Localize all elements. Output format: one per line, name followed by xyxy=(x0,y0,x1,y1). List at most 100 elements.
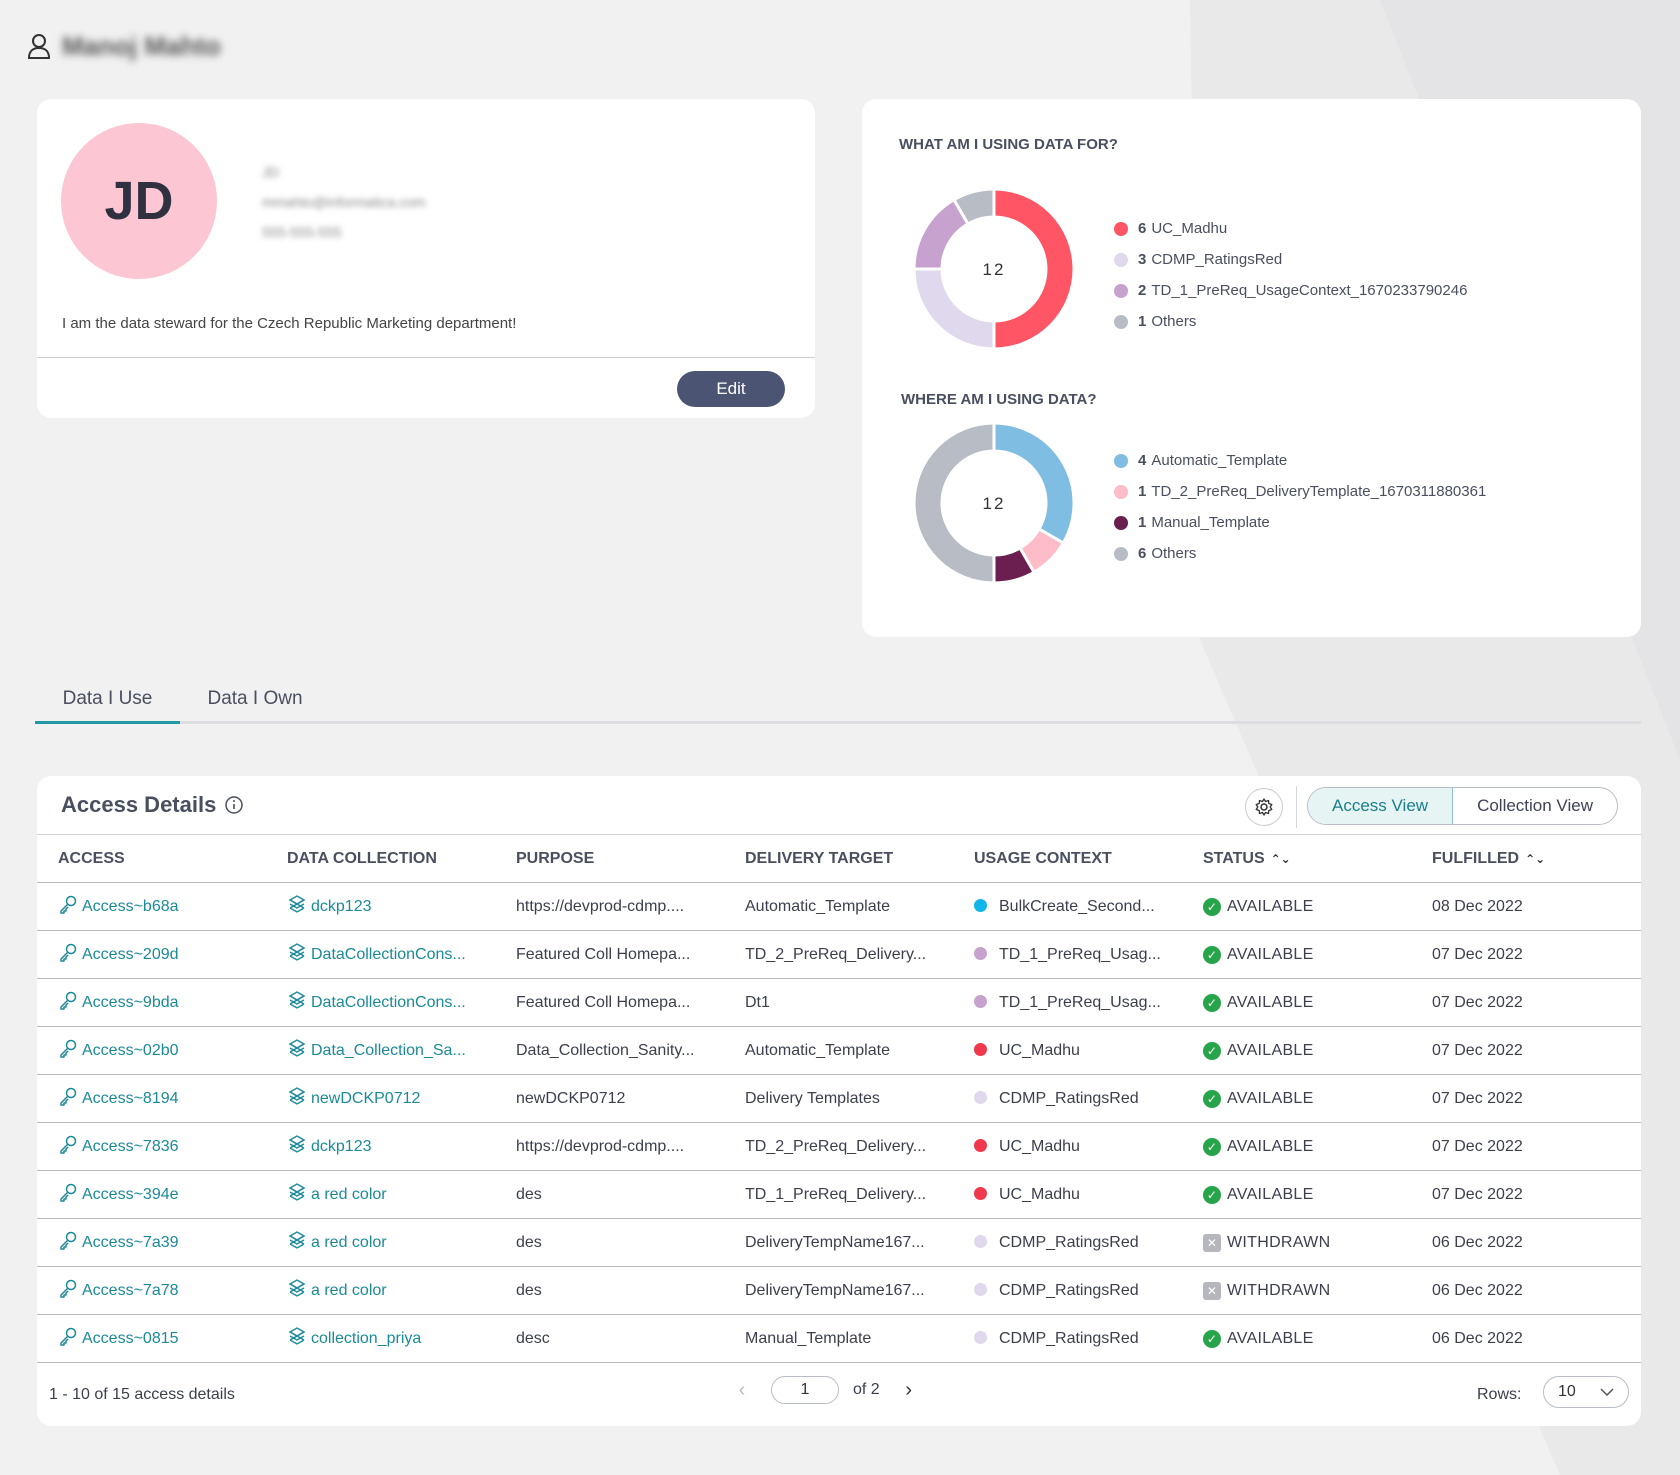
usage-context-dot-icon xyxy=(974,946,987,960)
collection-name: dckp123 xyxy=(311,897,372,915)
where-donut-chart: 12 xyxy=(912,421,1076,585)
access-link[interactable]: Access~0815 xyxy=(58,1326,179,1351)
collection-name: a red color xyxy=(311,1281,387,1299)
table-row[interactable]: Access~7836 dckp123 https://devprod-cdmp… xyxy=(37,1122,1641,1171)
legend-item[interactable]: 6 UC_Madhu xyxy=(1114,213,1467,244)
settings-button[interactable] xyxy=(1245,788,1283,826)
cell-status: ✓ AVAILABLE xyxy=(1182,1122,1411,1171)
access-link[interactable]: Access~b68a xyxy=(58,894,179,919)
collection-icon xyxy=(287,1230,307,1255)
table-row[interactable]: Access~b68a dckp123 https://devprod-cdmp… xyxy=(37,882,1641,931)
tab-data-i-use[interactable]: Data I Use xyxy=(35,688,180,724)
collection-link[interactable]: DataCollectionCons... xyxy=(287,990,466,1015)
check-circle-icon: ✓ xyxy=(1203,1089,1221,1108)
check-circle-icon: ✓ xyxy=(1203,1137,1221,1156)
legend-item[interactable]: 2 TD_1_PreReq_UsageContext_1670233790246 xyxy=(1114,275,1467,306)
table-row[interactable]: Access~8194 newDCKP0712 newDCKP0712 Deli… xyxy=(37,1074,1641,1123)
status-label: AVAILABLE xyxy=(1227,1089,1314,1107)
usage-context-dot-icon xyxy=(974,1186,987,1200)
cell-fulfilled: 08 Dec 2022 xyxy=(1411,882,1641,931)
column-header-access[interactable]: ACCESS xyxy=(37,834,266,883)
collection-icon xyxy=(287,1182,307,1207)
legend-value: 4 xyxy=(1138,452,1147,469)
legend-item[interactable]: 1 TD_2_PreReq_DeliveryTemplate_1670311880… xyxy=(1114,476,1486,507)
collection-icon xyxy=(287,1326,307,1351)
edit-button[interactable]: Edit xyxy=(677,371,785,407)
table-row[interactable]: Access~9bda DataCollectionCons... Featur… xyxy=(37,978,1641,1027)
sort-icon[interactable]: ⌃⌄ xyxy=(1525,851,1546,866)
collection-link[interactable]: newDCKP0712 xyxy=(287,1086,420,1111)
table-row[interactable]: Access~7a78 a red color des DeliveryTemp… xyxy=(37,1266,1641,1315)
chevron-right-icon[interactable]: › xyxy=(905,1378,913,1401)
key-icon xyxy=(58,1086,78,1111)
chevron-left-icon[interactable]: ‹ xyxy=(738,1378,746,1401)
cell-status: ✕ WITHDRAWN xyxy=(1182,1266,1411,1315)
column-header-delivery-target[interactable]: DELIVERY TARGET xyxy=(724,834,953,883)
table-row[interactable]: Access~394e a red color des TD_1_PreReq_… xyxy=(37,1170,1641,1219)
cell-access: Access~b68a xyxy=(37,882,266,931)
tab-data-i-own[interactable]: Data I Own xyxy=(207,688,303,709)
access-id: Access~0815 xyxy=(82,1329,179,1347)
donut-slice[interactable] xyxy=(992,187,1076,351)
collection-view-button[interactable]: Collection View xyxy=(1477,796,1593,815)
cell-usage-context: CDMP_RatingsRed xyxy=(953,1074,1182,1123)
collection-link[interactable]: a red color xyxy=(287,1278,387,1303)
access-link[interactable]: Access~7a78 xyxy=(58,1278,179,1303)
cell-data-collection: dckp123 xyxy=(266,882,495,931)
access-link[interactable]: Access~209d xyxy=(58,942,179,967)
collection-link[interactable]: dckp123 xyxy=(287,1134,372,1159)
donut-slice[interactable] xyxy=(912,267,996,351)
access-link[interactable]: Access~9bda xyxy=(58,990,179,1015)
profile-phone: 555-555-555 xyxy=(262,224,342,240)
table-row[interactable]: Access~02b0 Data_Collection_Sa... Data_C… xyxy=(37,1026,1641,1075)
legend-item[interactable]: 3 CDMP_RatingsRed xyxy=(1114,244,1467,275)
access-link[interactable]: Access~394e xyxy=(58,1182,179,1207)
collection-link[interactable]: a red color xyxy=(287,1182,387,1207)
table-row[interactable]: Access~209d DataCollectionCons... Featur… xyxy=(37,930,1641,979)
collection-link[interactable]: Data_Collection_Sa... xyxy=(287,1038,466,1063)
column-header-data-collection[interactable]: DATA COLLECTION xyxy=(266,834,495,883)
legend-value: 6 xyxy=(1138,545,1147,562)
collection-link[interactable]: a red color xyxy=(287,1230,387,1255)
key-icon xyxy=(58,1230,78,1255)
cell-status: ✓ AVAILABLE xyxy=(1182,1314,1411,1363)
legend-dot-icon xyxy=(1114,314,1128,329)
column-header-status[interactable]: STATUS ⌃⌄ xyxy=(1182,834,1411,883)
status-badge: ✓ AVAILABLE xyxy=(1203,1185,1314,1204)
table-row[interactable]: Access~7a39 a red color des DeliveryTemp… xyxy=(37,1218,1641,1267)
status-label: AVAILABLE xyxy=(1227,897,1314,915)
key-icon xyxy=(58,894,78,919)
access-view-button[interactable]: Access View xyxy=(1308,788,1454,824)
collection-link[interactable]: dckp123 xyxy=(287,894,372,919)
status-label: AVAILABLE xyxy=(1227,1329,1314,1347)
cell-status: ✓ AVAILABLE xyxy=(1182,1074,1411,1123)
donut-slice[interactable] xyxy=(992,421,1076,546)
cell-data-collection: a red color xyxy=(266,1266,495,1315)
access-link[interactable]: Access~8194 xyxy=(58,1086,179,1111)
cell-purpose: Data_Collection_Sanity... xyxy=(495,1026,724,1075)
access-link[interactable]: Access~7836 xyxy=(58,1134,179,1159)
page-number-input[interactable]: 1 xyxy=(771,1376,839,1404)
legend-item[interactable]: 1 Others xyxy=(1114,306,1467,337)
access-link[interactable]: Access~7a39 xyxy=(58,1230,179,1255)
table-row[interactable]: Access~0815 collection_priya desc Manual… xyxy=(37,1314,1641,1363)
collection-icon xyxy=(287,942,307,967)
access-details-card: Access Details Access View Collection Vi… xyxy=(37,776,1641,1426)
column-header-purpose[interactable]: PURPOSE xyxy=(495,834,724,883)
legend-item[interactable]: 4 Automatic_Template xyxy=(1114,445,1486,476)
legend-item[interactable]: 1 Manual_Template xyxy=(1114,507,1486,538)
sort-icon[interactable]: ⌃⌄ xyxy=(1270,851,1291,866)
legend-item[interactable]: 6 Others xyxy=(1114,538,1486,569)
info-icon[interactable] xyxy=(224,795,244,815)
rows-per-page-select[interactable]: 10 xyxy=(1543,1376,1629,1408)
donut-slice[interactable] xyxy=(912,421,996,585)
access-link[interactable]: Access~02b0 xyxy=(58,1038,179,1063)
check-circle-icon: ✓ xyxy=(1203,1185,1221,1204)
column-header-usage-context[interactable]: USAGE CONTEXT xyxy=(953,834,1182,883)
donut-slice[interactable] xyxy=(951,187,996,227)
usage-context-label: CDMP_RatingsRed xyxy=(999,1233,1139,1251)
column-header-fulfilled[interactable]: FULFILLED ⌃⌄ xyxy=(1411,834,1641,883)
collection-link[interactable]: DataCollectionCons... xyxy=(287,942,466,967)
collection-link[interactable]: collection_priya xyxy=(287,1326,421,1351)
cell-purpose: https://devprod-cdmp.... xyxy=(495,1122,724,1171)
